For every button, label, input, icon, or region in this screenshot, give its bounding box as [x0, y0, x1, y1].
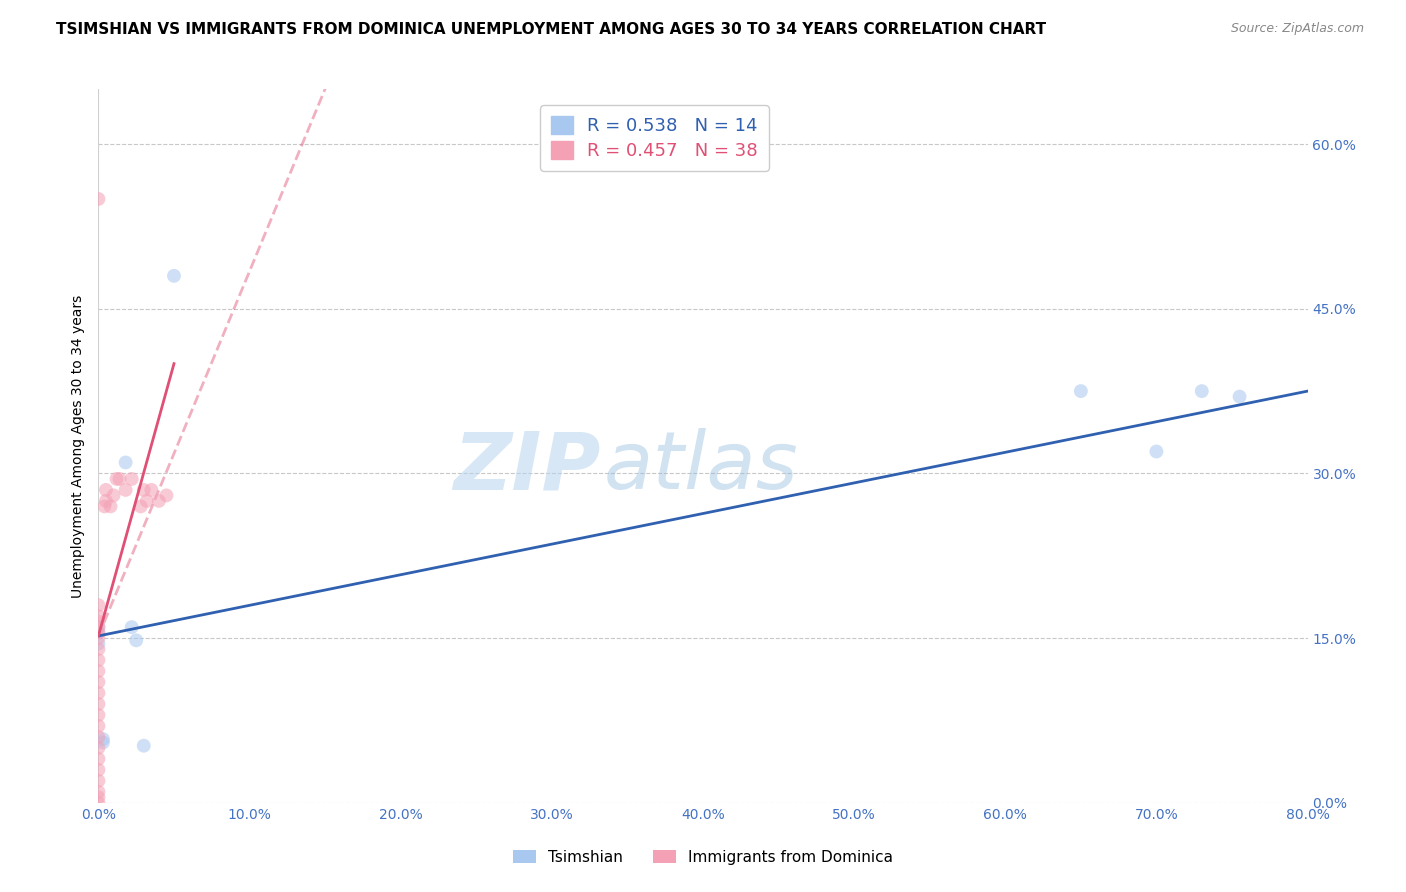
Point: [87, 752, 110, 766]
Point: [87, 615, 110, 629]
Point: [129, 500, 152, 514]
Point: [91, 735, 114, 749]
Point: [87, 625, 110, 640]
Point: [87, 790, 110, 805]
Point: [87, 697, 110, 711]
Text: atlas: atlas: [603, 428, 799, 507]
Point: [132, 739, 155, 753]
Point: [87, 642, 110, 657]
Point: [1144, 444, 1167, 458]
Point: [87, 740, 110, 755]
Point: [141, 483, 163, 497]
Point: [87, 631, 110, 645]
Y-axis label: Unemployment Among Ages 30 to 34 years: Unemployment Among Ages 30 to 34 years: [70, 294, 84, 598]
Point: [94, 494, 117, 508]
Point: [163, 268, 186, 283]
Point: [1229, 390, 1251, 404]
Point: [93, 500, 115, 514]
Point: [114, 455, 136, 469]
Point: [155, 488, 177, 502]
Text: Source: ZipAtlas.com: Source: ZipAtlas.com: [1230, 22, 1364, 36]
Point: [87, 620, 110, 634]
Point: [87, 773, 110, 788]
Text: TSIMSHIAN VS IMMIGRANTS FROM DOMINICA UNEMPLOYMENT AMONG AGES 30 TO 34 YEARS COR: TSIMSHIAN VS IMMIGRANTS FROM DOMINICA UN…: [56, 22, 1046, 37]
Point: [87, 664, 110, 678]
Point: [105, 472, 128, 486]
Point: [148, 494, 170, 508]
Point: [1070, 384, 1092, 398]
Point: [125, 633, 148, 648]
Point: [87, 653, 110, 667]
Point: [87, 719, 110, 733]
Legend: R = 0.538   N = 14, R = 0.457   N = 38: R = 0.538 N = 14, R = 0.457 N = 38: [540, 105, 769, 171]
Point: [87, 625, 110, 640]
Point: [87, 675, 110, 690]
Point: [87, 637, 110, 651]
Point: [121, 472, 143, 486]
Point: [87, 609, 110, 624]
Point: [87, 730, 110, 744]
Point: [132, 483, 155, 497]
Point: [91, 732, 114, 747]
Point: [87, 785, 110, 799]
Point: [108, 472, 131, 486]
Point: [87, 192, 110, 206]
Point: [87, 708, 110, 723]
Text: ZIP: ZIP: [453, 428, 600, 507]
Point: [135, 494, 157, 508]
Point: [103, 488, 125, 502]
Point: [121, 620, 143, 634]
Point: [87, 620, 110, 634]
Legend: Tsimshian, Immigrants from Dominica: Tsimshian, Immigrants from Dominica: [506, 844, 900, 871]
Point: [87, 763, 110, 777]
Point: [1191, 384, 1213, 398]
Point: [94, 483, 117, 497]
Point: [87, 598, 110, 612]
Point: [100, 500, 122, 514]
Point: [87, 686, 110, 700]
Point: [114, 483, 136, 497]
Point: [87, 796, 110, 810]
